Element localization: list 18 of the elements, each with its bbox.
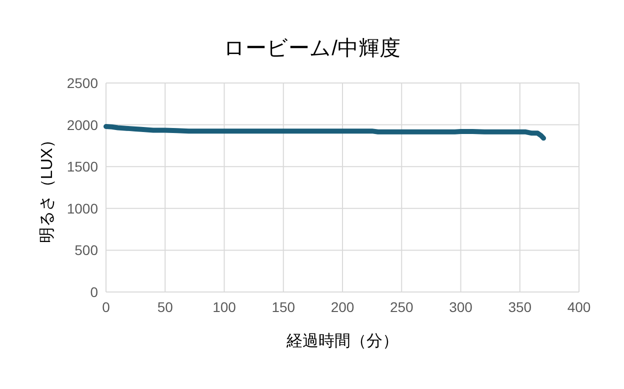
y-tick-label: 1500 bbox=[66, 158, 98, 175]
y-axis-title: 明るさ（LUX） bbox=[39, 132, 56, 244]
x-tick-label: 300 bbox=[449, 299, 473, 315]
x-tick-label: 100 bbox=[212, 299, 236, 315]
x-tick-label: 350 bbox=[508, 299, 532, 315]
x-tick-label: 200 bbox=[330, 299, 354, 315]
y-tick-label: 1000 bbox=[66, 200, 98, 216]
y-tick-label: 500 bbox=[74, 242, 98, 258]
x-tick-label: 400 bbox=[567, 299, 591, 315]
y-tick-label: 2000 bbox=[66, 116, 98, 133]
x-tick-label: 150 bbox=[272, 299, 296, 315]
x-tick-label: 50 bbox=[157, 299, 174, 315]
x-tick-label: 250 bbox=[390, 299, 414, 315]
x-axis-title: 経過時間（分） bbox=[286, 332, 398, 350]
chart-title: ロービーム/中輝度 bbox=[224, 37, 400, 60]
y-tick-label: 2500 bbox=[66, 75, 98, 91]
x-tick-label: 0 bbox=[102, 299, 110, 315]
y-tick-label: 0 bbox=[90, 284, 98, 300]
